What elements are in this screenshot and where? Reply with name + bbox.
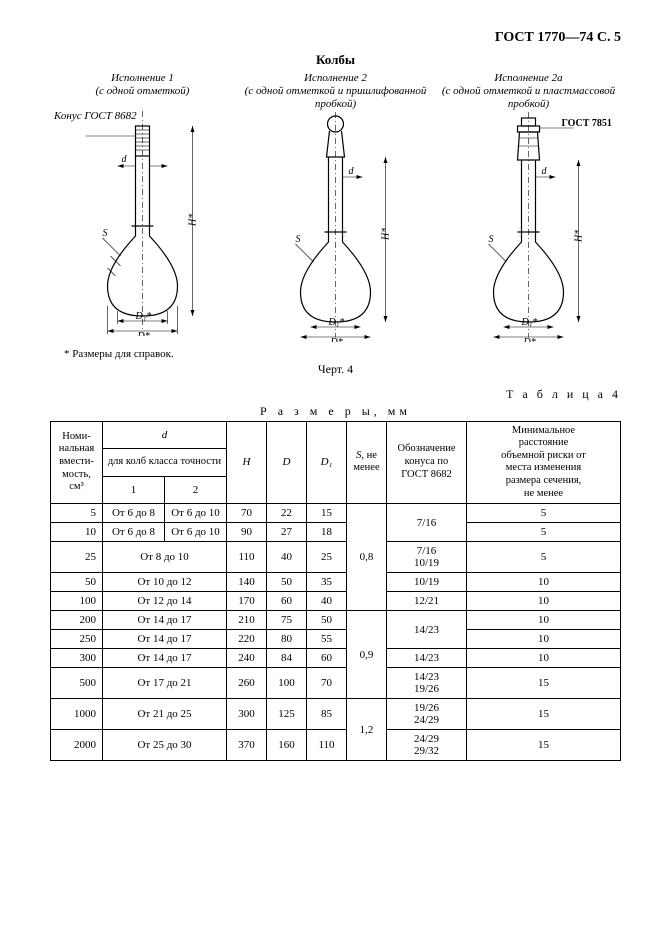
svg-text:D*: D* [330, 337, 343, 342]
col-d: d [103, 421, 227, 448]
svg-text:H*: H* [574, 229, 585, 242]
svg-text:S: S [103, 228, 108, 239]
fig2-sub: (с одной отметкой и пришлифованной пробк… [245, 85, 427, 110]
flask2a-svg: d S H* D₁* D* ГОСТ 7851 [436, 112, 621, 342]
table-row: 1000От 21 до 25300125851,219/2624/2915 [51, 699, 621, 730]
col-S: S, неменее [347, 421, 387, 504]
col-d-sub: для колб класса точности [103, 448, 227, 476]
flask2-svg: d S H* D₁* D* [243, 112, 428, 342]
table-row: 10От 6 до 8От 6 до 109027185 [51, 523, 621, 542]
table-row: 2000От 25 до 3037016011024/2929/3215 [51, 730, 621, 761]
figure-label: Черт. 4 [50, 362, 621, 377]
table-row: 300От 14 до 17240846014/2310 [51, 649, 621, 668]
col-D1: D₁ [307, 421, 347, 504]
cone-label: Конус ГОСТ 8682 [54, 110, 137, 122]
svg-text:H*: H* [381, 227, 392, 240]
svg-text:S: S [489, 234, 494, 245]
dimensions-table: Номи-нальнаявмести-мость,см³ d H D D₁ S,… [50, 421, 621, 762]
fig2a-caption: Исполнение 2а [494, 72, 562, 84]
svg-text:D₁*: D₁* [328, 317, 345, 328]
col-D: D [267, 421, 307, 504]
col-d1: 1 [103, 476, 165, 503]
flask1-svg: d S H* D₁* D* [50, 106, 235, 336]
page-header: ГОСТ 1770—74 С. 5 [50, 30, 621, 46]
gost7851-label: ГОСТ 7851 [562, 118, 612, 129]
table-caption: Р а з м е р ы, мм [50, 404, 621, 419]
col-H: H [227, 421, 267, 504]
table-row: 250От 14 до 17220805510 [51, 630, 621, 649]
svg-text:S: S [296, 234, 301, 245]
col-min: Минимальноерасстояниеобъемной риски отме… [467, 421, 621, 504]
svg-text:D*: D* [523, 337, 536, 342]
table-row: 500От 17 до 212601007014/2319/2615 [51, 668, 621, 699]
table-row: 50От 10 до 12140503510/1910 [51, 573, 621, 592]
table-row: 5От 6 до 8От 6 до 107022150,87/165 [51, 504, 621, 523]
table-row: 25От 8 до 1011040257/1610/195 [51, 542, 621, 573]
fig1-sub: (с одной отметкой) [96, 85, 190, 97]
svg-text:D₁*: D₁* [521, 317, 538, 328]
svg-text:d: d [542, 166, 548, 177]
footnote: * Размеры для справок. [64, 348, 621, 360]
svg-text:D₁*: D₁* [135, 311, 152, 322]
table-row: 100От 12 до 14170604012/2110 [51, 592, 621, 611]
col-capacity: Номи-нальнаявмести-мость,см³ [51, 421, 103, 504]
col-d2: 2 [165, 476, 227, 503]
col-cone: Обозначениеконуса поГОСТ 8682 [387, 421, 467, 504]
table-label: Т а б л и ц а 4 [50, 387, 621, 402]
fig1-caption: Исполнение 1 [111, 72, 174, 84]
fig2-caption: Исполнение 2 [304, 72, 367, 84]
svg-text:H*: H* [188, 214, 199, 227]
table-row: 200От 14 до 1721075500,914/2310 [51, 611, 621, 630]
figure-title: Колбы [50, 52, 621, 68]
svg-text:d: d [349, 166, 355, 177]
fig2a-sub: (с одной отметкой и пластмассовой пробко… [442, 85, 615, 110]
figure-2: Исполнение 2 (с одной отметкой и пришлиф… [243, 72, 428, 342]
svg-text:d: d [122, 154, 128, 165]
svg-text:D*: D* [137, 331, 150, 336]
figure-2a: Исполнение 2а (с одной отметкой и пластм… [436, 72, 621, 342]
